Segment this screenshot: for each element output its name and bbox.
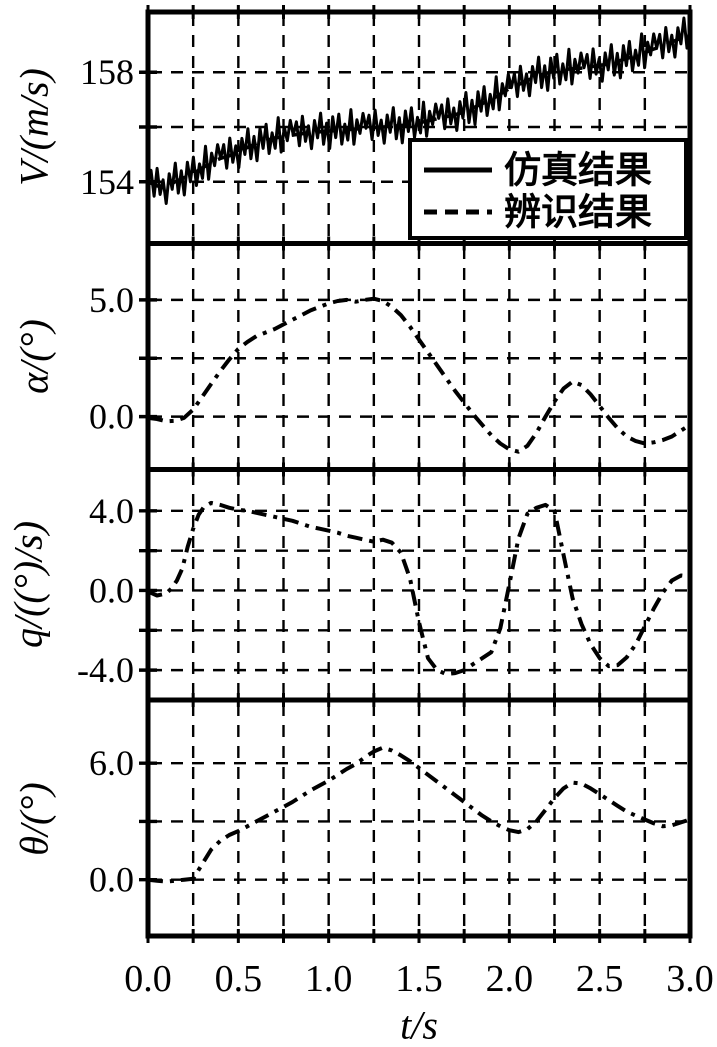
panel-angle-of-attack: 5.0 0.0 α/(°)	[12, 247, 689, 466]
ytick-label: 6.0	[89, 743, 134, 783]
ytick-label: 0.0	[89, 397, 134, 437]
xtick-label: 0.5	[215, 958, 263, 1000]
ylabel-pitch-angle: θ/(°)	[12, 782, 57, 855]
legend-label-simulation: 仿真结果	[504, 149, 652, 192]
xtick-label: 0.0	[124, 958, 172, 1000]
series-仿真结果-airspeed	[149, 16, 689, 205]
xtick-label: 2.0	[486, 958, 534, 1000]
series-辨识结果-pitch-rate	[149, 500, 689, 677]
xtick-label: 2.5	[576, 958, 624, 1000]
ytick-label: -4.0	[77, 650, 134, 690]
panel-pitch-angle: 6.0 0.0 θ/(°)	[12, 704, 689, 934]
gridlines-pitch-rate	[150, 473, 688, 696]
series-group-pitch-rate	[149, 500, 689, 677]
xtick-label: 1.0	[305, 958, 353, 1000]
gridlines-pitch-angle	[150, 704, 688, 934]
ytick-label: 4.0	[89, 491, 134, 531]
x-axis-label: t/s	[400, 1003, 438, 1047]
series-group-angle-of-attack	[149, 296, 689, 454]
xtick-label: 3.0	[666, 958, 714, 1000]
series-辨识结果-angle-of-attack	[149, 296, 689, 454]
panel-pitch-rate: 4.0 0.0 -4.0 q/((°)/s)	[6, 473, 689, 696]
series-辨识结果-airspeed	[149, 32, 689, 189]
gridlines-angle-of-attack	[150, 247, 688, 466]
series-group-airspeed	[149, 16, 689, 205]
ylabel-airspeed: V/(m/s)	[12, 68, 57, 186]
legend-box	[408, 138, 688, 240]
border-tick-stubs	[146, 5, 692, 943]
ytick-label: 5.0	[89, 280, 134, 320]
legend-label-identification: 辨识结果	[504, 191, 652, 234]
ylabel-angle-of-attack: α/(°)	[12, 319, 57, 394]
xtick-label: 1.5	[395, 958, 443, 1000]
series-辨识结果-pitch-angle	[149, 745, 689, 884]
ytick-label: 158	[80, 52, 134, 92]
ytick-label: 154	[80, 162, 134, 202]
series-group-pitch-angle	[149, 745, 689, 884]
ytick-label: 0.0	[89, 860, 134, 900]
ytick-label: 0.0	[89, 570, 134, 610]
ylabel-pitch-rate: q/((°)/s)	[6, 521, 51, 648]
